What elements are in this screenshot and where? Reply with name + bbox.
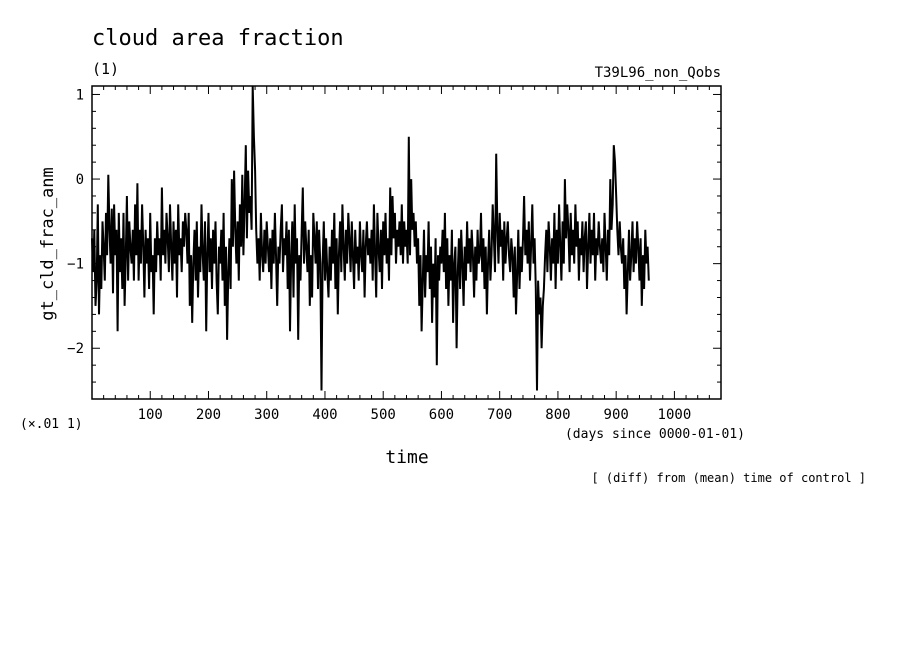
chart-units: (1) bbox=[92, 60, 119, 78]
x-axis-ticks: 100 200 300 400 500 600 700 800 900 1000 bbox=[103, 86, 710, 423]
y-tick-label: −2 bbox=[67, 341, 84, 357]
y-tick-label: 1 bbox=[76, 87, 84, 103]
x-tick-label: 900 bbox=[604, 407, 629, 423]
x-tick-label: 600 bbox=[429, 407, 454, 423]
y-axis-label: gt_cld_frac_anm bbox=[38, 167, 58, 321]
x-tick-label: 100 bbox=[138, 407, 163, 423]
x-tick-label: 400 bbox=[312, 407, 337, 423]
series-line bbox=[91, 85, 650, 391]
y-scale-note: (×.01 1) bbox=[20, 417, 83, 432]
y-tick-label: −1 bbox=[67, 257, 84, 273]
x-tick-label: 200 bbox=[196, 407, 221, 423]
x-axis-label: time bbox=[385, 447, 428, 468]
x-tick-label: 1000 bbox=[658, 407, 692, 423]
x-tick-label: 800 bbox=[545, 407, 570, 423]
plot-area: 100 200 300 400 500 600 700 800 900 1000 1 0 −1 −2 bbox=[67, 85, 722, 423]
run-label: T39L96_non_Qobs bbox=[595, 65, 721, 81]
footnote: [ (diff) from (mean) time of control ] bbox=[591, 471, 866, 485]
y-tick-label: 0 bbox=[76, 172, 84, 188]
y-axis-ticks: 1 0 −1 −2 bbox=[67, 87, 721, 383]
x-tick-label: 300 bbox=[254, 407, 279, 423]
x-tick-label: 700 bbox=[487, 407, 512, 423]
series-layer bbox=[91, 85, 650, 391]
chart-title: cloud area fraction bbox=[92, 26, 344, 51]
x-tick-label: 500 bbox=[371, 407, 396, 423]
x-units-label: (days since 0000-01-01) bbox=[565, 427, 745, 442]
